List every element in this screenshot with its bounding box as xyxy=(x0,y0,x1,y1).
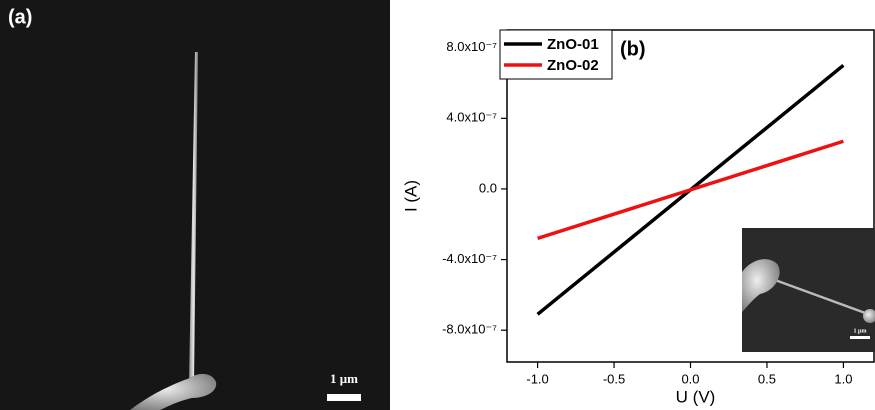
legend: ZnO-01 ZnO-02 xyxy=(499,29,613,80)
legend-box xyxy=(499,29,613,80)
panel-label: (b) xyxy=(620,38,646,60)
inset-tip xyxy=(863,309,875,323)
series-line xyxy=(537,139,844,241)
x-tick-label: -1.0 xyxy=(526,371,548,386)
chart: -8.0x10⁻⁷ -4.0x10⁻⁷ 0.0 4.0x10⁻⁷ 8.0x10⁻⁷ -1.… xyxy=(401,29,875,406)
electrode xyxy=(130,373,217,410)
y-tick-label: 8.0x10⁻⁷ xyxy=(446,39,497,54)
inset-scale-label: 1 μm xyxy=(854,328,867,334)
panel-label: (a) xyxy=(8,6,32,28)
y-tick-label: -8.0x10⁻⁷ xyxy=(442,322,497,337)
scale-bar-label: 1 μm xyxy=(330,371,358,386)
legend-label: ZnO-01 xyxy=(547,36,599,53)
x-tick-label: 0.0 xyxy=(681,371,699,386)
y-tick-label: 0.0 xyxy=(479,180,497,195)
y-axis-label: I (A) xyxy=(401,180,420,212)
legend-label: ZnO-02 xyxy=(547,57,599,74)
y-tick-label: -4.0x10⁻⁷ xyxy=(442,251,497,266)
inset-wire xyxy=(774,278,869,316)
x-axis-label: U (V) xyxy=(676,387,716,406)
inset-scale-bar xyxy=(850,336,870,339)
nanowire xyxy=(189,52,198,385)
x-tick-label: 0.5 xyxy=(758,371,776,386)
x-tick-label: -0.5 xyxy=(603,371,625,386)
inset-image: 1 μm xyxy=(742,228,875,352)
y-tick-label: 4.0x10⁻⁷ xyxy=(446,110,497,125)
inset-electrode xyxy=(742,259,780,312)
x-tick-label: 1.0 xyxy=(834,371,852,386)
sem-image: (a) 1 μm xyxy=(0,0,390,410)
scale-bar xyxy=(327,394,361,401)
